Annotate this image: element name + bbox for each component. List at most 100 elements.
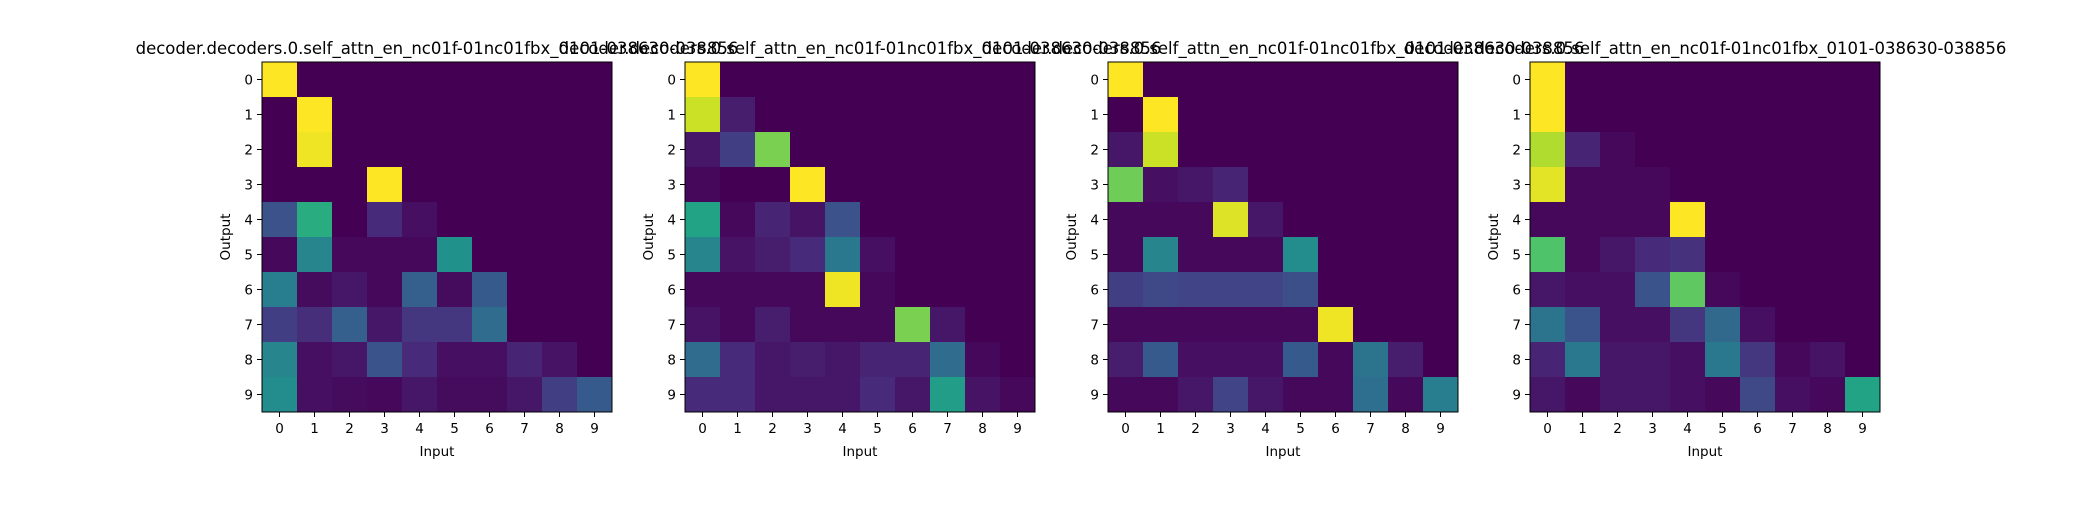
heatmap-cell-0-4-1 [297,202,333,238]
heatmap-cell-3-6-2 [1600,272,1636,308]
heatmap-cell-0-3-1 [297,167,333,203]
y-tick-label: 0 [244,73,253,89]
heatmap-cell-1-2-5 [860,132,896,168]
y-tick-label: 1 [1512,108,1521,124]
heatmap-cell-1-9-6 [895,377,931,413]
heatmap-cell-3-5-3 [1635,237,1671,273]
heatmap-cell-0-1-5 [437,97,473,133]
heatmap-cell-1-8-1 [720,342,756,378]
heatmap-cell-3-6-7 [1775,272,1811,308]
heatmap-cell-0-4-3 [367,202,403,238]
y-tick-label: 7 [1512,318,1521,334]
heatmap-cell-1-3-7 [930,167,966,203]
heatmap-cell-3-6-6 [1740,272,1776,308]
heatmap-cell-0-5-0 [262,237,298,273]
chart-title-3: decoder.decoders.0.self_attn_en_nc01f-01… [1404,39,2007,59]
heatmap-cell-2-8-3 [1213,342,1249,378]
y-tick-label: 9 [1090,388,1099,404]
heatmap-cell-2-3-9 [1423,167,1459,203]
x-tick-label: 7 [1788,421,1797,437]
heatmap-cell-3-3-4 [1670,167,1706,203]
heatmap-cell-3-5-4 [1670,237,1706,273]
y-axis-label: Output [218,214,234,261]
heatmap-cell-1-4-6 [895,202,931,238]
heatmap-cell-2-4-9 [1423,202,1459,238]
heatmap-cell-3-5-6 [1740,237,1776,273]
heatmap-cell-0-6-1 [297,272,333,308]
heatmap-cell-0-9-8 [542,377,578,413]
heatmap-cell-0-4-6 [472,202,508,238]
heatmap-cell-1-4-2 [755,202,791,238]
y-tick-label: 5 [1512,248,1521,264]
heatmap-cell-0-3-6 [472,167,508,203]
axes-frame [684,61,1036,413]
heatmap-cell-2-5-1 [1143,237,1179,273]
heatmap-cell-2-2-7 [1353,132,1389,168]
heatmap-cell-0-0-6 [472,62,508,98]
heatmap-cell-3-1-8 [1810,97,1846,133]
heatmap-cell-1-1-7 [930,97,966,133]
heatmap-cell-0-9-5 [437,377,473,413]
x-axis-label: Input [420,444,455,460]
heatmap-panel-3: 0 1 2 3 4 5 6 7 8 9 0 1 2 3 4 5 6 7 8 9 Input Output [1486,61,1881,460]
heatmap-cell-3-6-1 [1565,272,1601,308]
heatmap-cell-3-3-3 [1635,167,1671,203]
heatmap-cell-0-5-9 [577,237,613,273]
heatmap-cell-1-1-0 [685,97,721,133]
heatmap-cell-2-3-3 [1213,167,1249,203]
chart-title-0: decoder.decoders.0.self_attn_en_nc01f-01… [136,39,739,59]
heatmap-cell-1-8-5 [860,342,896,378]
heatmap-cell-0-8-4 [402,342,438,378]
heatmap-cell-3-3-5 [1705,167,1741,203]
heatmap-cell-0-4-0 [262,202,298,238]
heatmap-cell-0-6-6 [472,272,508,308]
heatmap-cell-2-1-4 [1248,97,1284,133]
heatmap-cell-3-2-7 [1775,132,1811,168]
heatmap-cell-1-6-1 [720,272,756,308]
y-tick-label: 3 [1090,178,1099,194]
heatmap-cell-2-5-6 [1318,237,1354,273]
heatmap-cell-0-6-3 [367,272,403,308]
heatmap-cell-2-6-1 [1143,272,1179,308]
heatmap-cell-0-4-5 [437,202,473,238]
heatmap-cell-1-5-8 [965,237,1001,273]
heatmap-cell-0-2-1 [297,132,333,168]
heatmap-cell-3-8-5 [1705,342,1741,378]
heatmap-cell-1-2-2 [755,132,791,168]
heatmap-cell-0-6-5 [437,272,473,308]
heatmap-cell-2-8-1 [1143,342,1179,378]
heatmap-cell-1-1-3 [790,97,826,133]
heatmap-cell-3-2-9 [1845,132,1881,168]
heatmap-cell-3-2-8 [1810,132,1846,168]
heatmap-cell-3-6-8 [1810,272,1846,308]
y-tick-label: 8 [667,353,676,369]
heatmap-cell-0-2-0 [262,132,298,168]
y-tick-label: 8 [244,353,253,369]
heatmap-cell-1-4-7 [930,202,966,238]
y-tick-label: 3 [244,178,253,194]
x-tick-label: 0 [1543,421,1552,437]
heatmap-cell-3-0-5 [1705,62,1741,98]
heatmap-cell-2-0-8 [1388,62,1424,98]
heatmap-cell-1-1-2 [755,97,791,133]
heatmap-cell-2-9-8 [1388,377,1424,413]
heatmap-cell-3-6-9 [1845,272,1881,308]
heatmap-cell-1-3-6 [895,167,931,203]
heatmap-cell-2-1-6 [1318,97,1354,133]
x-tick-label: 5 [1296,421,1305,437]
y-axis-label: Output [641,214,657,261]
heatmap-cell-0-3-8 [542,167,578,203]
heatmap-cell-2-5-7 [1353,237,1389,273]
heatmap-cell-3-2-1 [1565,132,1601,168]
heatmap-cell-0-9-0 [262,377,298,413]
heatmap-cell-1-8-3 [790,342,826,378]
heatmap-cell-1-6-6 [895,272,931,308]
heatmap-cell-0-0-2 [332,62,368,98]
heatmap-cell-1-6-3 [790,272,826,308]
y-tick-label: 8 [1512,353,1521,369]
heatmap-cell-3-5-8 [1810,237,1846,273]
heatmap-cell-0-0-4 [402,62,438,98]
heatmap-cell-2-9-2 [1178,377,1214,413]
x-tick-label: 4 [1683,421,1692,437]
heatmap-cell-3-0-9 [1845,62,1881,98]
